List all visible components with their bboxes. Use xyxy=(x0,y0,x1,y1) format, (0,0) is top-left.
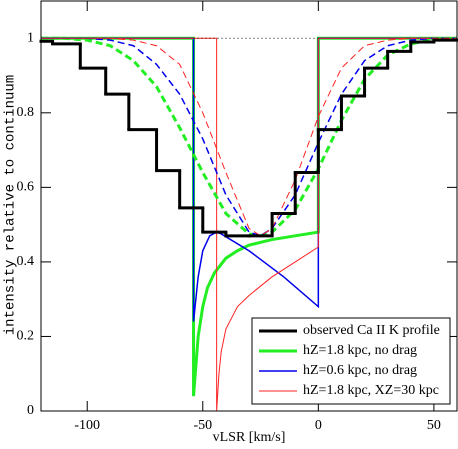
y-tick-label: 0.2 xyxy=(17,329,35,344)
line xyxy=(41,37,457,322)
y-tick-label: 0.4 xyxy=(17,254,35,269)
line xyxy=(41,37,457,411)
y-tick-label: 0.8 xyxy=(17,105,35,120)
y-tick-label: 0.6 xyxy=(17,180,35,195)
y-axis-label: intensity relative to continuum xyxy=(3,75,19,335)
line xyxy=(41,37,457,237)
line xyxy=(41,37,457,237)
x-tick-label: 50 xyxy=(427,418,441,433)
legend-label: hZ=1.8 kpc, no drag xyxy=(303,343,417,358)
x-tick-label: 0 xyxy=(315,418,322,433)
line xyxy=(41,36,457,397)
x-tick-label: -50 xyxy=(193,418,212,433)
y-tick-label: 0 xyxy=(27,403,34,418)
x-tick-label: -100 xyxy=(74,418,100,433)
y-tick-label: 1 xyxy=(27,30,34,45)
legend-label: hZ=0.6 kpc, no drag xyxy=(303,363,417,378)
x-axis-label: vLSR [km/s] xyxy=(213,430,286,445)
plot-frame xyxy=(40,0,458,412)
legend-label: observed Ca II K profile xyxy=(303,323,440,338)
legend-label: hZ=1.8 kpc, XZ=30 kpc xyxy=(303,383,439,398)
